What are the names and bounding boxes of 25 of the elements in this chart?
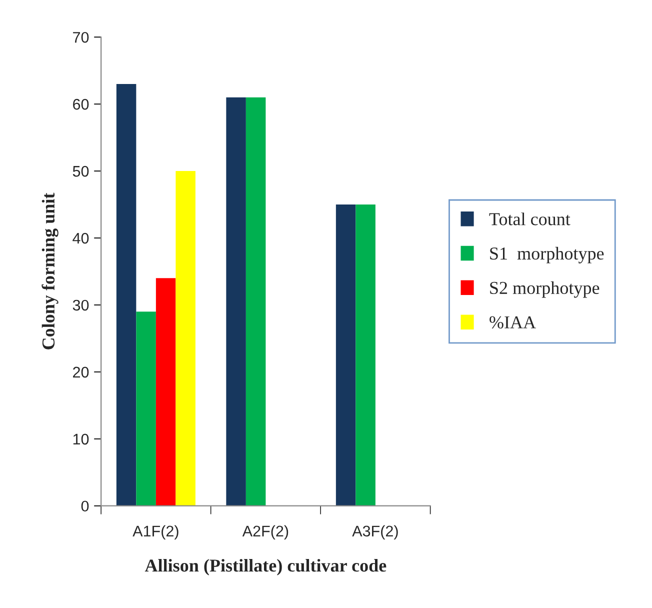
x-tick-label: A3F(2): [352, 525, 398, 540]
bar: [356, 204, 376, 506]
legend-label: S2 morphotype: [490, 281, 600, 298]
bar: [336, 204, 356, 506]
x-tick-label: A1F(2): [132, 525, 178, 540]
y-axis-title: Colony forming unit: [42, 192, 58, 350]
y-tick-label: 70: [73, 32, 89, 43]
bar: [176, 171, 196, 506]
bar: [246, 97, 266, 506]
y-tick-label: 20: [73, 366, 89, 378]
y-tick-label: 0: [81, 500, 89, 512]
y-tick-label: 30: [72, 300, 89, 311]
legend-label: %IAA: [490, 316, 536, 329]
y-tick-label: 50: [72, 166, 89, 177]
bar: [226, 97, 246, 506]
bar: [116, 84, 136, 506]
legend-label: S1 morphotype: [490, 246, 604, 264]
x-axis-title: Allison (Pistillate) cultivar code: [144, 558, 386, 576]
y-tick-label: 60: [73, 98, 89, 110]
x-tick-label: A2F(2): [242, 525, 288, 540]
legend-label: Total count: [489, 212, 570, 226]
bar: [136, 312, 156, 506]
bar: [156, 278, 176, 506]
y-tick-label: 10: [73, 434, 89, 445]
y-tick-label: 40: [72, 232, 89, 244]
